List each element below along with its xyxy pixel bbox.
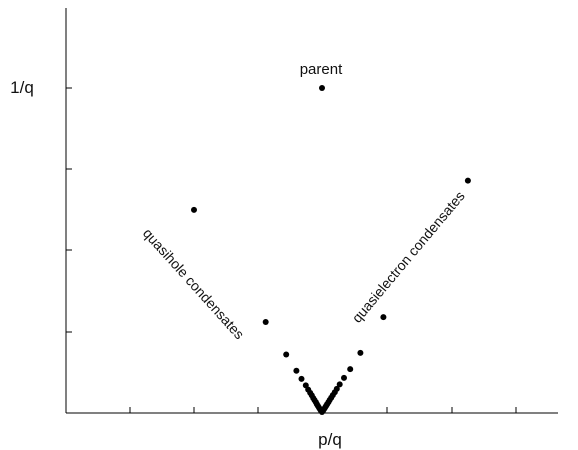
data-point-19 [464,177,471,184]
data-point-4 [293,367,300,374]
data-point-1 [191,206,197,213]
data-point-2 [262,319,269,325]
data-point-23 [341,374,347,381]
data-point-21 [357,349,364,356]
annotation-quasielectron: quasielectron condensates [349,188,468,326]
data-point-22 [347,366,354,373]
data-point-3 [283,351,290,358]
data-point-35 [320,407,326,414]
data-point-0 [319,85,325,91]
annotation-parent: parent [300,61,343,78]
axes [65,8,558,414]
y-ticks [66,87,72,333]
x-axis-label: p/q [318,430,342,449]
y-tick-label: 1/q [10,78,34,97]
data-point-24 [336,381,343,388]
data-point-5 [298,375,305,382]
annotation-quasihole: quasihole condensates [140,225,248,342]
data-points [191,85,471,415]
annotations: parent quasihole condensates quasielectr… [140,61,468,342]
data-point-20 [380,314,387,321]
